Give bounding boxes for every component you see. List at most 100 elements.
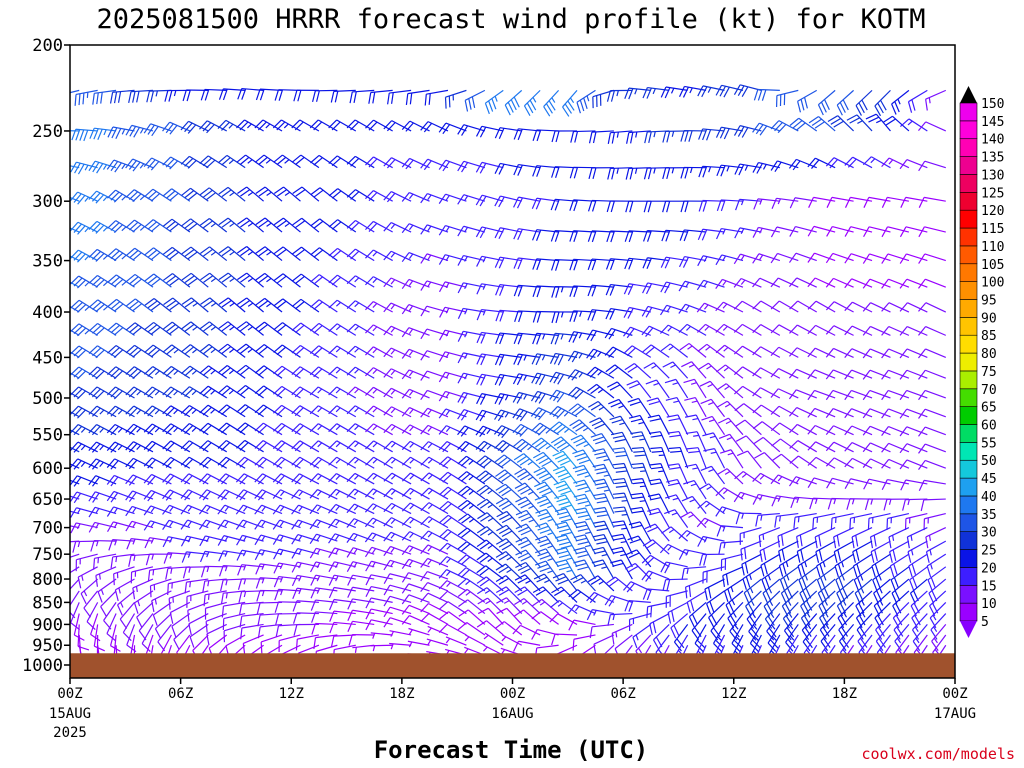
barb-staff — [888, 369, 910, 379]
wind-barb — [881, 442, 910, 453]
barb-half-feather — [603, 474, 610, 477]
barb-feather — [700, 465, 712, 471]
wind-barb — [662, 578, 688, 591]
barb-staff — [740, 540, 762, 550]
barb-half-feather — [390, 349, 396, 355]
barb-feather — [328, 561, 335, 573]
barb-feather — [162, 121, 171, 132]
barb-feather — [255, 563, 261, 575]
wind-barb — [218, 343, 246, 358]
wind-barb — [752, 367, 781, 379]
barb-half-feather — [229, 348, 235, 353]
wind-barb — [368, 89, 393, 104]
wind-barb — [70, 405, 98, 419]
barb-staff — [391, 190, 412, 202]
barb-feather — [628, 258, 634, 270]
barb-feather — [457, 485, 468, 494]
barb-feather — [628, 383, 640, 389]
barb-staff — [747, 450, 762, 469]
barb-feather — [460, 488, 471, 497]
wind-barb — [907, 540, 928, 563]
barb-feather — [479, 227, 487, 239]
wind-barb — [180, 440, 209, 453]
barb-feather — [517, 354, 523, 366]
barb-feather — [550, 259, 556, 271]
wind-barb — [752, 493, 780, 505]
barb-feather — [70, 197, 71, 199]
barb-feather — [628, 230, 634, 243]
barb-feather — [113, 224, 123, 234]
barb-feather — [589, 368, 599, 378]
barb-feather — [309, 366, 319, 376]
wind-barb — [825, 407, 854, 418]
barb-feather — [648, 478, 661, 482]
wind-barb — [678, 255, 707, 268]
barb-feather — [535, 373, 542, 385]
barb-feather — [294, 324, 305, 334]
barb-staff — [245, 343, 264, 358]
barb-feather — [113, 573, 115, 586]
barb-feather — [596, 527, 608, 532]
barb-staff — [777, 474, 799, 485]
barb-feather — [609, 308, 616, 320]
barb-feather — [106, 189, 116, 199]
barb-half-feather — [619, 422, 625, 426]
barb-feather — [276, 300, 287, 309]
barb-feather — [476, 484, 487, 493]
barb-feather — [862, 369, 871, 380]
barb-feather — [516, 393, 524, 404]
barb-feather — [531, 353, 538, 365]
barb-staff — [319, 218, 338, 233]
wind-barb — [309, 405, 338, 418]
barb-feather — [401, 424, 411, 434]
barb-feather — [88, 522, 96, 533]
barb-feather — [482, 475, 493, 484]
barb-half-feather — [487, 489, 493, 495]
barb-feather — [82, 92, 85, 105]
barb-staff — [850, 226, 873, 233]
wind-barb — [457, 282, 485, 294]
barb-feather — [238, 591, 243, 603]
barb-staff — [892, 115, 910, 132]
barb-feather — [573, 230, 579, 242]
barb-feather — [882, 115, 893, 123]
barb-feather — [258, 346, 268, 355]
barb-feather — [642, 257, 648, 269]
barb-feather — [218, 365, 228, 374]
barb-feather — [513, 257, 519, 269]
barb-feather — [309, 456, 319, 466]
barb-half-feather — [722, 280, 727, 286]
barb-half-feather — [335, 490, 341, 496]
barb-feather — [572, 421, 583, 430]
wind-barb — [700, 398, 726, 418]
wind-barb — [752, 346, 781, 358]
barb-feather — [569, 230, 575, 242]
barb-feather — [110, 460, 119, 470]
barb-staff — [870, 527, 891, 538]
wind-barb — [89, 127, 117, 140]
barb-staff — [373, 301, 393, 313]
barb-feather — [91, 407, 101, 417]
barb-feather — [309, 473, 319, 483]
barb-half-feather — [298, 535, 303, 541]
barb-feather — [574, 390, 584, 400]
barb-feather — [498, 228, 505, 240]
barb-feather — [614, 438, 627, 443]
barb-staff — [851, 408, 873, 418]
barb-feather — [501, 474, 512, 483]
barb-feather — [715, 344, 726, 354]
barb-staff — [796, 423, 817, 436]
barb-feather — [163, 273, 173, 281]
wind-barb — [612, 477, 633, 500]
barb-feather — [162, 365, 172, 375]
barb-feather — [863, 197, 870, 208]
wind-barb — [807, 441, 836, 453]
barb-feather — [295, 301, 305, 310]
barb-feather — [273, 548, 280, 560]
barb-feather — [678, 303, 686, 314]
wind-barb — [918, 121, 947, 132]
wind-barb — [899, 443, 928, 454]
barb-half-feather — [686, 325, 691, 331]
barb-half-feather — [427, 194, 432, 200]
barb-feather — [203, 248, 214, 257]
